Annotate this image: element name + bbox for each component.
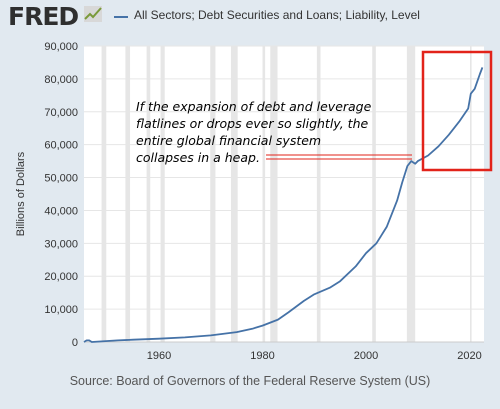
recession-band (270, 46, 278, 342)
x-tick-label: 1960 (147, 350, 171, 362)
recession-band (101, 46, 107, 342)
x-tick-label: 2020 (457, 350, 481, 362)
x-tick-label: 2000 (354, 350, 378, 362)
recession-band (230, 46, 238, 342)
y-tick-label: 10,000 (44, 304, 78, 316)
legend-swatch (114, 16, 128, 18)
recession-band (406, 46, 416, 342)
y-tick-label: 50,000 (44, 173, 78, 185)
recession-band (316, 46, 321, 342)
y-tick-label: 40,000 (44, 205, 78, 217)
recession-band (146, 46, 151, 342)
y-axis: 0 10,000 20,000 30,000 40,000 50,000 60,000 70,… (44, 41, 78, 349)
y-axis-label: Billions of Dollars (15, 151, 27, 236)
recession-bands (101, 46, 472, 342)
y-tick-label: 0 (72, 337, 78, 349)
recession-band (210, 46, 216, 342)
y-tick-label: 80,000 (44, 74, 78, 86)
legend-label[interactable]: All Sectors; Debt Securities and Loans; … (134, 8, 420, 22)
y-tick-label: 60,000 (44, 140, 78, 152)
y-tick-label: 30,000 (44, 238, 78, 250)
recession-band (262, 46, 266, 342)
x-tick-label: 1980 (250, 350, 274, 362)
recession-band (125, 46, 131, 342)
plot-area (84, 46, 484, 342)
y-tick-label: 20,000 (44, 271, 78, 283)
annotation-text: If the expansion of debt and leverage fl… (136, 99, 372, 165)
grid-lines (84, 45, 484, 343)
series-line (83, 67, 484, 343)
source-note: Source: Board of Governors of the Federa… (69, 374, 431, 388)
x-axis: 1960 1980 2000 2020 (84, 341, 484, 362)
fred-logo[interactable]: FRED (8, 2, 79, 31)
recession-band (372, 46, 376, 342)
trend-line-icon (84, 6, 102, 22)
y-tick-label: 90,000 (44, 41, 78, 53)
recession-band (160, 46, 165, 342)
y-tick-label: 70,000 (44, 107, 78, 119)
recession-band (470, 46, 472, 342)
highlight-box (421, 50, 493, 172)
